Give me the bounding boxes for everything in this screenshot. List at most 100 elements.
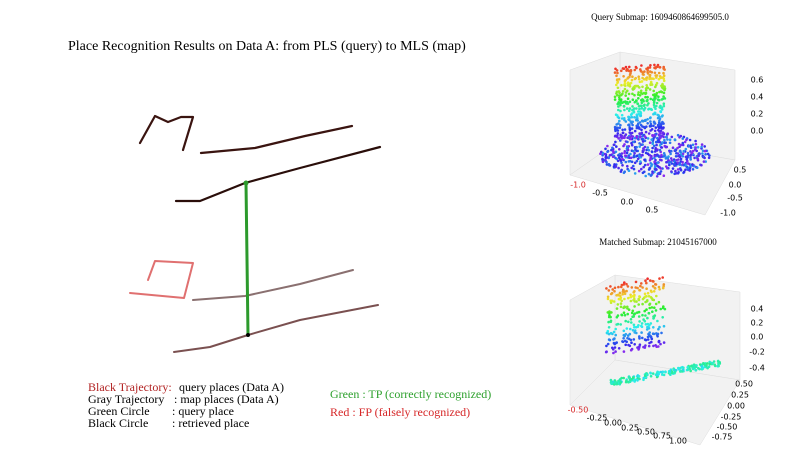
point bbox=[614, 127, 617, 131]
point bbox=[643, 338, 647, 341]
trajectories bbox=[129, 114, 382, 353]
point bbox=[638, 107, 641, 111]
point bbox=[622, 376, 625, 380]
point bbox=[641, 313, 644, 317]
point bbox=[626, 148, 630, 152]
status-tp: Green : TP (correctly recognized) bbox=[330, 387, 491, 401]
point bbox=[641, 297, 645, 301]
point bbox=[655, 76, 658, 79]
point bbox=[653, 133, 656, 137]
point bbox=[627, 123, 630, 127]
point bbox=[620, 152, 624, 155]
point bbox=[632, 154, 636, 157]
point bbox=[635, 145, 638, 149]
point bbox=[656, 116, 660, 120]
point bbox=[706, 362, 709, 365]
point bbox=[657, 98, 661, 102]
point bbox=[701, 152, 704, 155]
point bbox=[616, 159, 620, 163]
point bbox=[620, 161, 623, 165]
point bbox=[650, 82, 653, 85]
point bbox=[612, 300, 616, 303]
point bbox=[617, 116, 621, 120]
point bbox=[624, 84, 627, 87]
point bbox=[619, 305, 623, 309]
point bbox=[634, 65, 638, 69]
point bbox=[617, 293, 620, 297]
point bbox=[647, 312, 651, 315]
point bbox=[644, 344, 647, 347]
legend-key: Black Circle bbox=[88, 416, 148, 430]
point bbox=[658, 148, 662, 152]
point bbox=[605, 344, 608, 348]
point bbox=[604, 147, 607, 151]
z-ticks-label: 0.2 bbox=[751, 319, 764, 328]
point bbox=[654, 167, 658, 171]
point bbox=[634, 280, 638, 284]
point bbox=[688, 138, 692, 142]
point bbox=[637, 77, 641, 81]
map-trajectory bbox=[192, 269, 354, 301]
point bbox=[662, 155, 665, 158]
point bbox=[657, 285, 661, 289]
point bbox=[614, 67, 617, 71]
point bbox=[663, 144, 667, 148]
point bbox=[678, 145, 681, 148]
point bbox=[693, 365, 697, 369]
point bbox=[643, 107, 646, 111]
point bbox=[655, 175, 659, 178]
point bbox=[678, 162, 681, 165]
point bbox=[666, 132, 669, 135]
point bbox=[633, 380, 636, 383]
point bbox=[658, 66, 662, 69]
point bbox=[689, 158, 692, 161]
point bbox=[651, 134, 654, 137]
point bbox=[617, 156, 621, 160]
point bbox=[679, 369, 683, 373]
point bbox=[627, 160, 631, 163]
point bbox=[624, 319, 627, 323]
z-ticks-label: 0.4 bbox=[751, 93, 764, 102]
point bbox=[700, 145, 703, 149]
point bbox=[652, 89, 655, 93]
point bbox=[659, 307, 662, 311]
point bbox=[637, 75, 640, 78]
point bbox=[640, 331, 643, 334]
point bbox=[631, 105, 634, 108]
z-ticks-label: 0.0 bbox=[751, 127, 764, 136]
y-ticks-label: 0.5 bbox=[734, 166, 747, 175]
query-trajectory bbox=[138, 114, 195, 152]
point bbox=[619, 296, 623, 300]
point bbox=[619, 135, 622, 139]
point bbox=[620, 69, 623, 73]
point bbox=[658, 144, 662, 147]
point bbox=[643, 163, 647, 167]
figure-title: Place Recognition Results on Data A: fro… bbox=[68, 39, 466, 54]
point bbox=[657, 300, 661, 304]
point bbox=[624, 65, 628, 69]
point bbox=[646, 325, 649, 329]
point bbox=[629, 327, 632, 331]
point bbox=[663, 138, 666, 142]
point bbox=[612, 143, 616, 147]
point bbox=[626, 97, 630, 100]
point bbox=[606, 297, 610, 301]
point bbox=[607, 289, 611, 292]
point bbox=[657, 371, 661, 374]
point bbox=[681, 155, 685, 158]
point bbox=[654, 85, 657, 89]
point bbox=[614, 341, 618, 345]
point bbox=[637, 303, 640, 306]
point bbox=[647, 168, 651, 171]
point bbox=[631, 98, 635, 101]
point bbox=[622, 75, 625, 78]
point bbox=[656, 319, 659, 323]
point bbox=[632, 323, 636, 327]
point bbox=[630, 131, 634, 135]
point bbox=[625, 327, 629, 330]
point bbox=[652, 344, 655, 348]
point bbox=[661, 370, 665, 374]
point bbox=[643, 158, 646, 162]
point bbox=[621, 128, 624, 132]
z-ticks-label: 0.2 bbox=[751, 110, 764, 119]
